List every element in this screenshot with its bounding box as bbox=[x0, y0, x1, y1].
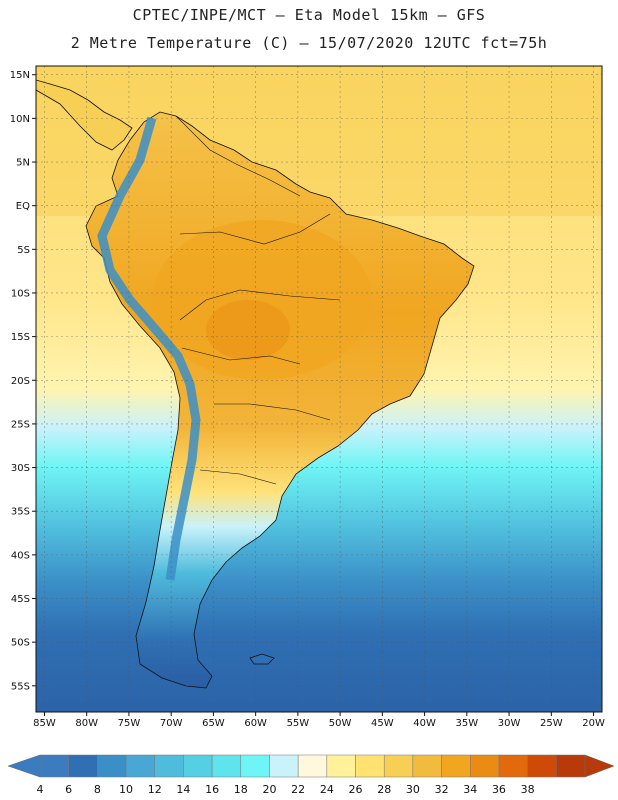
map-title-line-1: CPTEC/INPE/MCT – Eta Model 15km – GFS bbox=[132, 6, 486, 24]
colorbar-high-arrow bbox=[584, 754, 615, 778]
colorbar-segment bbox=[269, 754, 299, 778]
lon-label: 20W bbox=[582, 718, 605, 729]
lat-label: 30S bbox=[11, 463, 30, 474]
colorbar-segment bbox=[556, 754, 586, 778]
colorbar-segment bbox=[211, 754, 242, 778]
colorbar-segment bbox=[470, 754, 500, 778]
hot-interior-region bbox=[152, 220, 372, 380]
lon-label: 80W bbox=[75, 718, 98, 729]
andes-cold-streak bbox=[97, 116, 201, 581]
lat-label: 15N bbox=[10, 70, 30, 81]
colorbar-label: 16 bbox=[205, 783, 219, 796]
colorbar-segment bbox=[39, 754, 69, 778]
lat-lon-grid bbox=[36, 66, 602, 712]
lon-label: 75W bbox=[118, 718, 141, 729]
temperature-colorbar: 4 6 8 10 12 14 16 18 20 22 24 26 28 30 32 34 36 38 bbox=[7, 754, 615, 796]
colorbar-label: 4 bbox=[37, 783, 44, 796]
lon-label: 40W bbox=[413, 718, 436, 729]
longitude-axis-labels: 85W 80W 75W 70W 65W 60W 55W 50W 45W 40W 35W 30W 25W 2… bbox=[33, 712, 605, 729]
lon-label: 55W bbox=[287, 718, 310, 729]
lat-label: 55S bbox=[11, 681, 30, 692]
colorbar-label: 24 bbox=[320, 783, 334, 796]
colorbar-label: 14 bbox=[176, 783, 190, 796]
lat-label: 5N bbox=[16, 158, 30, 169]
lat-label: 25S bbox=[11, 419, 30, 430]
lat-label: 10S bbox=[11, 288, 30, 299]
colorbar-label: 26 bbox=[349, 783, 363, 796]
lat-label: 40S bbox=[11, 550, 30, 561]
colorbar-segment bbox=[326, 754, 356, 778]
colorbar-segment bbox=[68, 754, 98, 778]
colorbar-label: 38 bbox=[521, 783, 535, 796]
lon-label: 25W bbox=[540, 718, 563, 729]
colorbar-segment bbox=[240, 754, 270, 778]
lon-label: 65W bbox=[202, 718, 225, 729]
lon-label: 70W bbox=[160, 718, 183, 729]
colorbar-label: 10 bbox=[119, 783, 133, 796]
colorbar-segment bbox=[97, 754, 127, 778]
lat-label: 50S bbox=[11, 638, 30, 649]
lat-label: EQ bbox=[16, 201, 30, 212]
colorbar-label: 32 bbox=[435, 783, 449, 796]
colorbar-segment bbox=[183, 754, 213, 778]
lat-label: 35S bbox=[11, 507, 30, 518]
colorbar-label: 18 bbox=[234, 783, 248, 796]
lon-label: 45W bbox=[371, 718, 394, 729]
colorbar-label: 6 bbox=[65, 783, 72, 796]
map-frame bbox=[35, 65, 603, 713]
colorbar-segment bbox=[355, 754, 385, 778]
colorbar-low-arrow bbox=[7, 754, 41, 778]
colorbar-segment bbox=[297, 754, 328, 778]
colorbar-label: 12 bbox=[148, 783, 162, 796]
falkland-islands bbox=[249, 653, 275, 665]
colorbar-label: 30 bbox=[406, 783, 420, 796]
lon-label: 50W bbox=[329, 718, 352, 729]
colorbar-label: 28 bbox=[377, 783, 391, 796]
lon-label: 35W bbox=[456, 718, 479, 729]
lat-label: 45S bbox=[11, 594, 30, 605]
lat-label: 10N bbox=[10, 114, 30, 125]
lat-label: 5S bbox=[17, 245, 30, 256]
lon-label: 85W bbox=[33, 718, 56, 729]
lon-label: 60W bbox=[244, 718, 267, 729]
colorbar-segment bbox=[383, 754, 414, 778]
colorbar-segment bbox=[527, 754, 557, 778]
colorbar-segment bbox=[125, 754, 155, 778]
hot-core-region bbox=[206, 300, 290, 360]
lon-label: 30W bbox=[498, 718, 521, 729]
colorbar-segment bbox=[154, 754, 184, 778]
lat-label: 15S bbox=[11, 332, 30, 343]
colorbar-segment bbox=[441, 754, 471, 778]
colorbar-segment bbox=[412, 754, 442, 778]
central-america-land bbox=[36, 79, 133, 151]
colorbar-label: 20 bbox=[262, 783, 276, 796]
lat-label: 20S bbox=[11, 376, 30, 387]
latitude-axis-labels: 15N 10N 5N EQ 5S 10S 15S 20S 25S 30S 35S 40S 45S 50S 5… bbox=[10, 70, 36, 692]
colorbar-label: 36 bbox=[492, 783, 506, 796]
colorbar-label: 22 bbox=[291, 783, 305, 796]
map-title-line-2: 2 Metre Temperature (C) – 15/07/2020 12U… bbox=[70, 34, 548, 52]
colorbar-label: 8 bbox=[94, 783, 101, 796]
colorbar-label: 34 bbox=[463, 783, 477, 796]
colorbar-segment bbox=[498, 754, 528, 778]
